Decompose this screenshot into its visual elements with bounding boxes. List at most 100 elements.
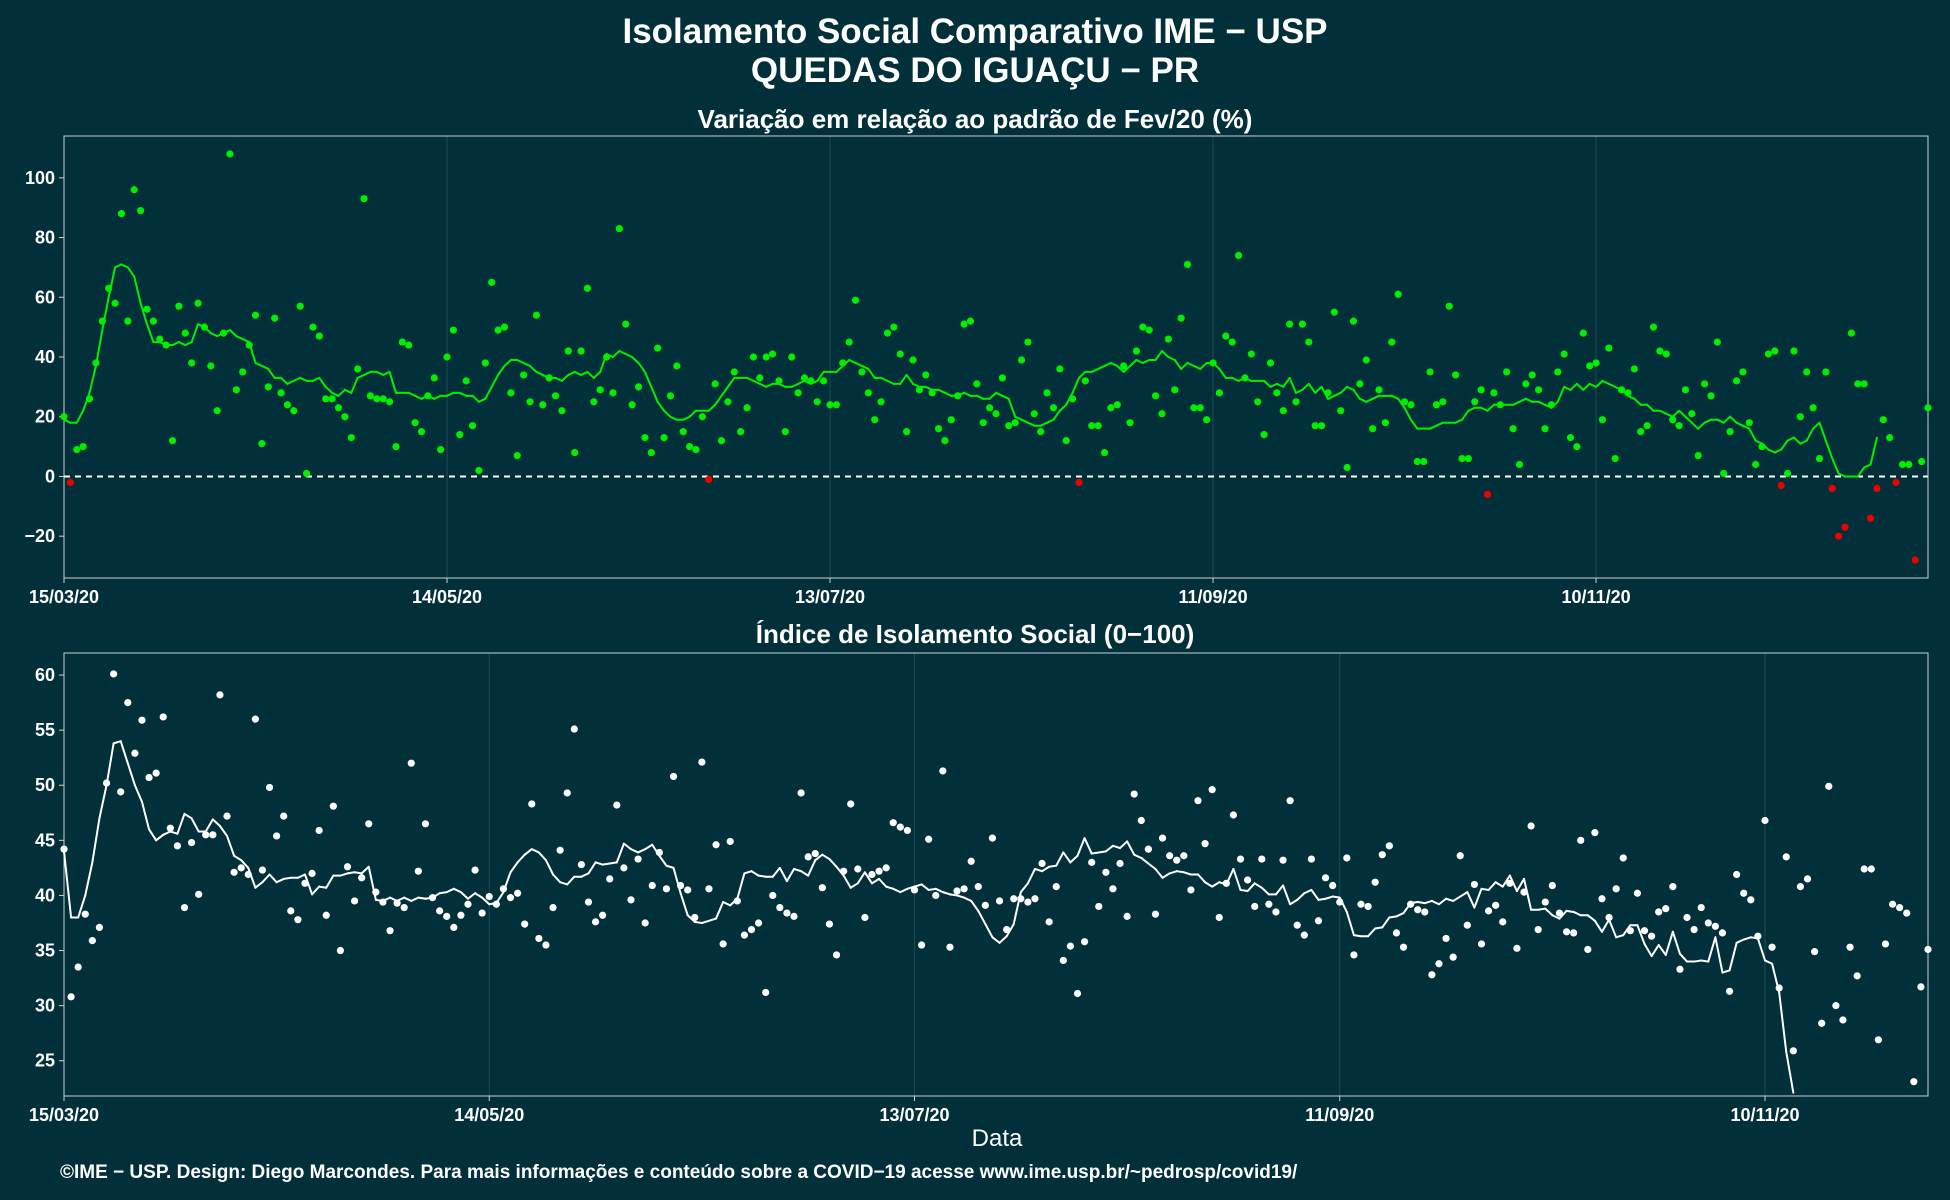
bottom-trend-segment: [445, 887, 455, 894]
top-trend-segment: [1646, 403, 1655, 412]
top-data-point: [1598, 416, 1607, 424]
top-data-point: [609, 389, 617, 397]
top-trend-segment: [331, 391, 340, 397]
top-data-point: [1445, 302, 1453, 310]
top-data-point: [296, 302, 304, 310]
top-data-point: [143, 305, 151, 313]
top-data-point: [1886, 434, 1894, 442]
top-trend-segment: [1039, 421, 1049, 427]
bottom-trend-segment: [1097, 850, 1107, 854]
bottom-trend-segment: [842, 874, 852, 889]
top-trend-segment: [388, 370, 397, 394]
bottom-trend-segment: [927, 887, 937, 891]
top-data-point: [1783, 469, 1792, 478]
top-data-point: [679, 428, 687, 436]
top-data-point: [724, 398, 732, 406]
top-trend-segment: [484, 385, 493, 400]
top-data-point: [966, 317, 975, 325]
bottom-trend-segment: [1537, 907, 1547, 911]
top-trend-segment: [286, 379, 295, 385]
top-trend-segment: [1058, 403, 1068, 412]
bottom-trend-segment: [956, 894, 966, 899]
top-data-point: [481, 359, 489, 367]
top-data-point: [1247, 350, 1255, 358]
bottom-trend-segment: [580, 872, 590, 878]
bottom-trend-segment: [211, 818, 221, 828]
bottom-data-point: [1350, 951, 1358, 959]
bottom-trend-segment: [970, 899, 980, 912]
top-trend-segment: [1575, 382, 1585, 391]
top-data-point: [175, 302, 183, 310]
bottom-data-point: [414, 867, 422, 875]
top-data-point: [1107, 404, 1115, 412]
bottom-trend-segment: [693, 920, 703, 924]
top-data-point: [654, 344, 662, 352]
top-trend-segment: [937, 388, 946, 394]
bottom-data-point: [804, 853, 812, 861]
bottom-data-point: [1187, 886, 1195, 894]
top-data-point: [571, 448, 579, 457]
top-data-point: [1145, 326, 1153, 334]
bottom-trend-segment: [1721, 969, 1731, 974]
bottom-trend-segment: [417, 896, 427, 900]
top-data-point: [743, 404, 751, 412]
bottom-data-point: [825, 920, 834, 928]
bottom-trend-segment: [303, 873, 314, 896]
top-data-point: [1515, 460, 1524, 469]
top-trend-segment: [184, 341, 193, 347]
bottom-trend-segment: [1126, 840, 1136, 856]
bottom-data-point: [1888, 900, 1897, 908]
top-trend-segment: [1218, 367, 1227, 379]
top-trend-segment: [311, 376, 321, 382]
bottom-trend-segment: [226, 834, 236, 857]
bottom-data-point: [365, 820, 373, 828]
top-trend-segment: [1307, 382, 1317, 394]
bottom-data-point: [818, 884, 826, 892]
bottom-data-point: [336, 946, 345, 955]
bottom-data-point: [634, 855, 642, 863]
top-trend-segment: [145, 323, 155, 344]
top-data-point: [1847, 329, 1855, 337]
top-data-point: [1732, 377, 1741, 385]
bottom-data-point: [280, 812, 288, 820]
bottom-data-point: [1073, 989, 1082, 998]
bottom-data-point: [1733, 870, 1741, 879]
top-data-point: [737, 428, 745, 436]
top-xtick-label: 10/11/20: [1562, 587, 1631, 607]
top-data-point: [1483, 490, 1492, 498]
top-data-point: [449, 326, 457, 334]
top-trend-segment: [1658, 409, 1668, 415]
top-trend-segment: [1818, 421, 1827, 442]
top-data-point: [137, 207, 145, 215]
top-data-point: [347, 434, 355, 442]
top-trend-segment: [988, 391, 997, 400]
top-data-point: [590, 398, 598, 406]
bottom-trend-segment: [1196, 873, 1207, 884]
bottom-trend-segment: [98, 784, 108, 820]
bottom-data-point: [1194, 797, 1202, 805]
bottom-data-point: [1045, 918, 1053, 926]
top-data-point: [794, 389, 802, 397]
top-trend-segment: [1135, 358, 1144, 364]
top-trend-segment: [126, 266, 136, 278]
top-trend-segment: [995, 391, 1004, 397]
top-trend-segment: [886, 379, 895, 385]
bottom-data-point: [187, 838, 196, 847]
bottom-trend-segment: [1615, 934, 1625, 939]
bottom-trend-segment: [1480, 887, 1490, 891]
bottom-plot-frame: [63, 652, 1929, 1097]
bottom-data-point: [790, 912, 798, 920]
bottom-trend-segment: [1487, 881, 1497, 891]
bottom-trend-segment: [948, 893, 959, 897]
top-ytick-label: 60: [35, 287, 55, 307]
top-data-point: [1011, 419, 1019, 427]
top-data-point: [532, 311, 540, 319]
top-trend-segment: [1722, 415, 1732, 424]
bottom-ytick-label: 45: [35, 830, 55, 850]
bottom-ytick-label: 35: [35, 941, 55, 961]
bottom-trend-segment: [750, 870, 760, 877]
top-trend-segment: [292, 376, 302, 382]
bottom-trend-segment: [807, 859, 817, 877]
top-trend-segment: [1020, 418, 1029, 424]
bottom-data-point: [648, 881, 656, 890]
